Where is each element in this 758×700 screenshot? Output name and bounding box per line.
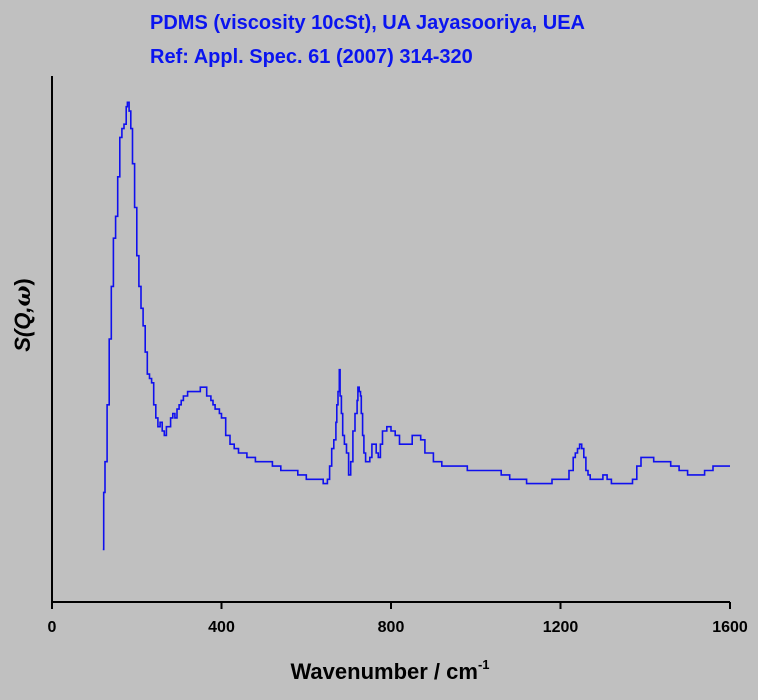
x-axis-label-superscript: -1 <box>478 657 490 672</box>
x-tick-label: 0 <box>48 619 57 636</box>
series-line <box>102 101 730 551</box>
plot-area: 0 400 800 1200 1600 <box>48 76 748 636</box>
chart-subtitle: Ref: Appl. Spec. 61 (2007) 314-320 <box>150 46 473 68</box>
x-tick-label: 400 <box>208 619 235 636</box>
y-axis-label-main: S(Q, <box>10 307 35 352</box>
y-axis-label-symbol: ω <box>10 286 36 307</box>
x-tick-label: 1600 <box>712 619 748 636</box>
x-axis-label: Wavenumber / cm-1 <box>290 657 489 684</box>
x-axis-label-text: Wavenumber / cm <box>290 659 477 684</box>
y-axis-label-close: ) <box>10 278 35 285</box>
x-tick-label: 800 <box>378 619 405 636</box>
x-tick-label: 1200 <box>543 619 579 636</box>
y-axis-label: S(Q,ω) <box>10 278 36 352</box>
chart-title: PDMS (viscosity 10cSt), UA Jayasooriya, … <box>150 12 585 34</box>
x-axis-ticks: 0 400 800 1200 1600 <box>48 602 748 636</box>
